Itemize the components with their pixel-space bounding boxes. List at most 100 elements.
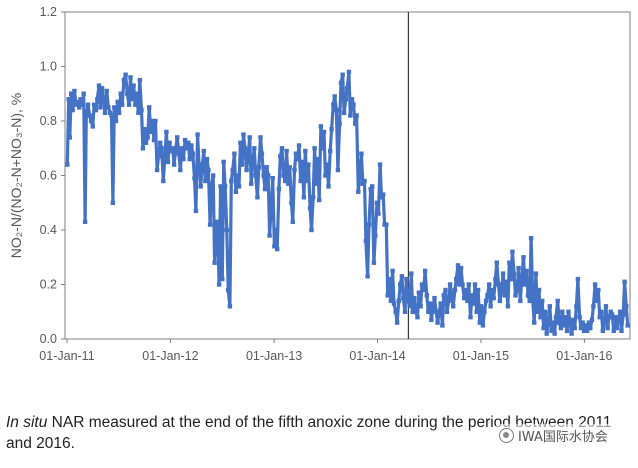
data-point bbox=[490, 287, 495, 293]
data-point bbox=[85, 102, 91, 107]
data-point bbox=[353, 121, 358, 126]
data-point bbox=[170, 146, 175, 151]
data-point bbox=[374, 200, 380, 205]
data-point bbox=[203, 178, 208, 184]
data-point bbox=[329, 127, 334, 132]
data-point bbox=[67, 135, 72, 140]
data-point bbox=[546, 320, 551, 325]
data-point bbox=[589, 317, 595, 323]
data-point bbox=[580, 320, 585, 325]
data-point bbox=[617, 309, 623, 314]
data-point bbox=[276, 186, 282, 192]
data-point bbox=[148, 129, 154, 135]
data-point bbox=[256, 165, 261, 170]
data-point bbox=[429, 317, 434, 323]
data-point bbox=[192, 176, 197, 181]
data-point bbox=[201, 148, 206, 154]
data-point bbox=[159, 146, 164, 151]
data-point bbox=[574, 304, 579, 309]
data-point bbox=[338, 80, 344, 86]
data-point bbox=[605, 325, 610, 331]
nar-line-chart: 0.0 0.2 0.4 0.6 0.8 1.0 1.2 01-Jan-11 01-Jan-12 0… bbox=[8, 5, 631, 363]
data-point bbox=[179, 146, 185, 151]
data-point bbox=[300, 159, 305, 165]
data-point bbox=[153, 118, 158, 124]
data-point bbox=[206, 167, 211, 173]
data-point bbox=[96, 83, 102, 88]
data-point bbox=[434, 309, 439, 314]
data-point bbox=[82, 219, 88, 224]
y-axis-label: NO₂-N/(NO₂-N+NO₃-N), % bbox=[8, 93, 24, 259]
data-point bbox=[178, 167, 183, 173]
data-point bbox=[468, 315, 473, 320]
data-point bbox=[139, 107, 144, 113]
data-point bbox=[314, 181, 319, 186]
data-point bbox=[220, 276, 225, 282]
data-point bbox=[373, 233, 378, 238]
data-point bbox=[407, 304, 412, 309]
data-point bbox=[609, 312, 615, 317]
data-point bbox=[441, 293, 446, 298]
data-point bbox=[320, 146, 325, 151]
data-point bbox=[499, 287, 504, 293]
x-tick-label: 01-Jan-14 bbox=[349, 349, 405, 363]
data-point bbox=[606, 315, 612, 320]
data-point bbox=[613, 315, 618, 320]
data-point bbox=[359, 151, 364, 156]
data-point bbox=[496, 282, 501, 287]
data-point bbox=[390, 268, 395, 274]
data-point bbox=[575, 276, 581, 282]
data-point bbox=[379, 195, 384, 200]
data-point bbox=[412, 295, 417, 301]
data-point bbox=[572, 325, 577, 331]
data-point bbox=[309, 227, 314, 233]
data-point bbox=[335, 167, 341, 173]
data-point bbox=[511, 271, 517, 276]
data-point bbox=[370, 184, 375, 189]
data-point bbox=[394, 320, 400, 325]
data-point bbox=[346, 69, 352, 75]
data-point bbox=[140, 146, 146, 151]
data-point bbox=[421, 287, 426, 293]
data-point bbox=[115, 99, 120, 105]
data-point bbox=[252, 146, 257, 151]
data-point bbox=[466, 282, 471, 287]
data-point bbox=[255, 195, 260, 200]
data-point bbox=[345, 86, 350, 91]
data-point bbox=[267, 233, 272, 238]
data-point bbox=[451, 304, 456, 309]
data-point bbox=[79, 102, 85, 107]
data-point bbox=[449, 293, 454, 298]
data-point bbox=[360, 181, 365, 186]
data-point bbox=[303, 148, 308, 154]
data-point bbox=[262, 186, 268, 192]
data-point bbox=[416, 290, 422, 295]
data-point bbox=[547, 304, 552, 309]
data-point bbox=[479, 304, 484, 309]
data-point bbox=[560, 309, 565, 314]
data-point bbox=[602, 320, 607, 325]
data-point bbox=[239, 162, 245, 167]
data-point bbox=[624, 304, 629, 309]
data-point bbox=[404, 276, 409, 282]
data-point bbox=[443, 287, 448, 293]
data-point bbox=[253, 173, 258, 178]
data-point bbox=[165, 159, 171, 165]
data-point bbox=[357, 173, 362, 178]
data-point bbox=[493, 276, 498, 282]
data-point bbox=[502, 293, 507, 298]
data-point bbox=[84, 113, 89, 118]
data-point bbox=[120, 102, 125, 107]
data-point bbox=[410, 309, 415, 314]
data-point bbox=[161, 178, 166, 184]
data-point bbox=[189, 143, 194, 148]
data-point bbox=[586, 320, 592, 325]
data-point bbox=[424, 293, 429, 298]
data-point bbox=[113, 118, 119, 124]
data-point bbox=[533, 271, 539, 276]
data-point bbox=[614, 325, 620, 331]
caption-italic-prefix: In situ bbox=[6, 414, 48, 431]
data-point bbox=[521, 255, 526, 260]
data-point bbox=[530, 298, 535, 304]
data-point bbox=[204, 156, 210, 162]
